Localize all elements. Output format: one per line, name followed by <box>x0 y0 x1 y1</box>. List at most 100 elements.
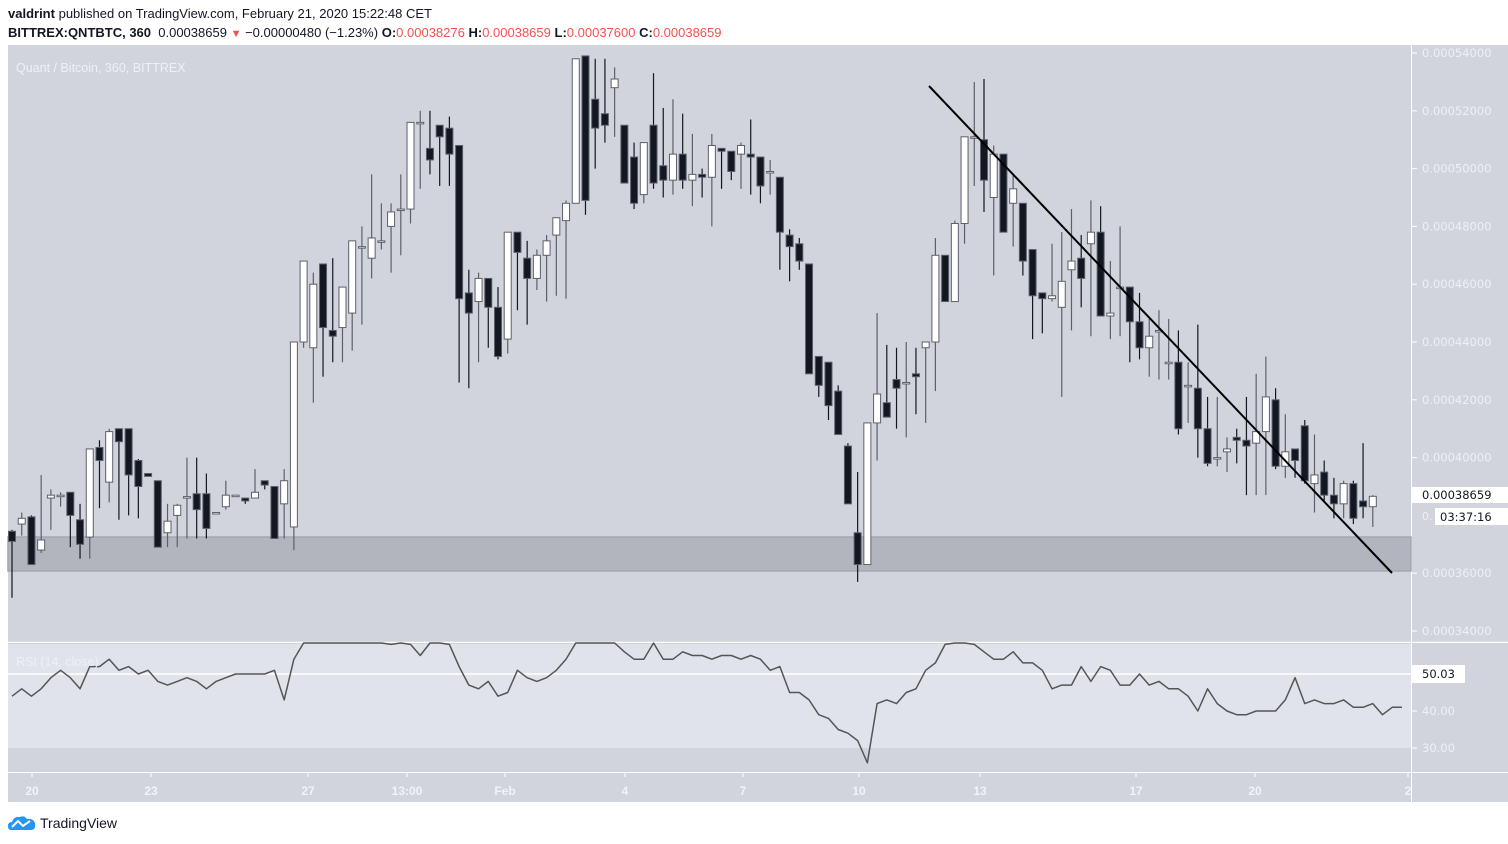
candle-up <box>1339 483 1348 505</box>
candle-down <box>775 176 784 233</box>
candle-up <box>562 202 571 222</box>
candle-down <box>843 445 852 505</box>
open-label: O: <box>381 25 397 40</box>
time-tick-label: 27 <box>301 784 315 798</box>
candle-up <box>766 170 775 174</box>
candle-up <box>338 286 347 329</box>
candle-up <box>863 422 872 566</box>
candle-down <box>882 402 891 418</box>
candle-up <box>503 231 512 340</box>
candle-down <box>805 263 814 375</box>
countdown-text: 03:37:16 <box>1440 510 1492 524</box>
time-tick-label: 20 <box>1248 784 1262 798</box>
down-arrow-icon: ▼ <box>230 28 242 40</box>
candle-up <box>46 494 55 499</box>
candle-down <box>513 231 522 253</box>
tradingview-cloud-icon <box>8 816 36 830</box>
candle-down <box>260 480 269 486</box>
candle-down <box>1077 257 1086 279</box>
candle-down <box>523 257 532 279</box>
candle-down <box>746 153 755 158</box>
tradingview-logo[interactable]: TradingView <box>8 815 117 831</box>
publish-info: valdrint published on TradingView.com, F… <box>8 6 432 21</box>
close-value: 0.00038659 <box>652 25 722 40</box>
time-tick-label: 2 <box>1405 784 1412 798</box>
price-tick-label: 0.00048000 <box>1422 219 1492 233</box>
low-label: L: <box>554 25 567 40</box>
last-price-tag <box>1412 487 1508 503</box>
candle-up <box>873 393 882 424</box>
candle-up <box>289 341 298 528</box>
price-tick-label: 0.00034000 <box>1422 624 1492 638</box>
candle-down <box>484 277 493 308</box>
price-tick-label: 0.00042000 <box>1422 393 1492 407</box>
candle-down <box>980 139 988 181</box>
candle-up <box>989 153 998 198</box>
candle-down <box>192 493 201 511</box>
candle-up <box>231 494 240 498</box>
high-label: H: <box>468 25 483 40</box>
candle-up <box>1252 431 1261 444</box>
rsi-axis-ticks: 40.00 30.00 <box>1412 704 1455 755</box>
candle-down <box>1271 399 1280 467</box>
price-axis[interactable] <box>1412 45 1508 642</box>
candle-up <box>737 144 745 155</box>
time-tick-label: 17 <box>1129 784 1143 798</box>
candle-up <box>1213 457 1222 460</box>
candle-down <box>425 147 434 161</box>
candle-down <box>1193 387 1202 430</box>
candle-down <box>756 156 765 187</box>
rsi-value-text: 50.03 <box>1422 667 1455 681</box>
candle-up <box>1368 495 1377 508</box>
candle-up <box>474 277 483 303</box>
candle-down <box>892 379 901 389</box>
countdown-tag <box>1435 508 1508 525</box>
published-text: published on TradingView.com, February 2… <box>58 6 432 21</box>
time-tick-label: 7 <box>740 784 747 798</box>
last-price-tag-text: 0.00038659 <box>1422 488 1492 502</box>
candle-down <box>76 519 85 545</box>
candle-down <box>785 234 794 248</box>
candle-down <box>1329 494 1338 505</box>
candle-up <box>571 58 580 204</box>
candle-up <box>37 539 46 551</box>
candle-up <box>532 254 541 279</box>
candle-down <box>1135 321 1144 349</box>
brand-name: TradingView <box>40 815 118 831</box>
rsi-value-tag <box>1412 665 1465 683</box>
candle-up <box>1106 312 1115 317</box>
candle-up <box>931 254 940 343</box>
time-axis[interactable] <box>8 773 1411 802</box>
symbol-info-bar: BITTREX:QNTBTC, 360 0.00038659 ▼ −0.0000… <box>8 25 722 40</box>
candle-down <box>328 329 337 337</box>
trendline[interactable] <box>928 85 1393 574</box>
candle-down <box>1018 202 1027 262</box>
candle-down <box>95 446 104 461</box>
candle-up <box>950 223 959 303</box>
candle-up <box>221 494 230 508</box>
price-tick-label: 0.00054000 <box>1422 46 1492 60</box>
candle-up <box>688 173 697 181</box>
candle-up <box>367 237 376 259</box>
candle-up <box>542 240 551 256</box>
candle-down <box>698 173 707 178</box>
candle-down <box>620 124 629 184</box>
candle-up <box>1048 295 1057 300</box>
candle-up <box>610 78 619 89</box>
candle-up <box>1184 384 1193 388</box>
low-value: 0.00037600 <box>566 25 636 40</box>
candle-up <box>299 260 308 343</box>
rsi-title: RSI (14, close) <box>16 655 99 669</box>
candle-down <box>1320 471 1329 496</box>
author-name[interactable]: valdrint <box>8 6 55 21</box>
time-tick-label: Feb <box>494 784 515 798</box>
candle-up <box>707 144 716 178</box>
high-value: 0.00038659 <box>482 25 551 40</box>
candle-down <box>319 263 328 329</box>
candle-down <box>435 124 444 138</box>
rsi-band <box>8 644 1411 748</box>
candle-down <box>8 530 16 542</box>
candle-up <box>902 381 911 385</box>
candle-up <box>921 341 930 349</box>
